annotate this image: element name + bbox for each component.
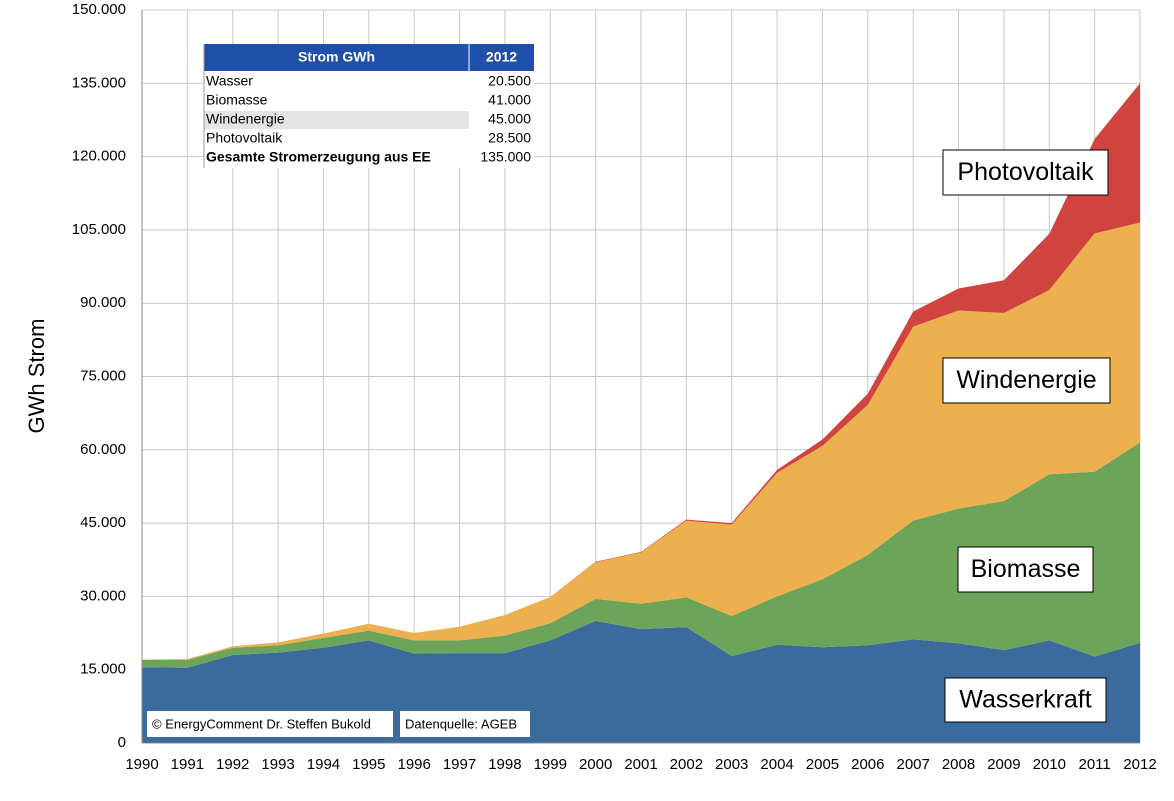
table-header-cell: Strom GWh — [298, 49, 375, 65]
x-tick-label: 2009 — [987, 756, 1020, 773]
table-cell: 45.000 — [488, 111, 531, 127]
x-tick-label: 1991 — [171, 756, 204, 773]
credit-box — [400, 711, 530, 737]
x-tick-label: 1999 — [534, 756, 567, 773]
x-tick-label: 2006 — [851, 756, 884, 773]
table-header-cell: 2012 — [486, 49, 517, 65]
x-tick-label: 2000 — [579, 756, 612, 773]
series-label-box — [957, 546, 1094, 593]
y-tick-label: 60.000 — [80, 441, 126, 458]
y-tick-label: 15.000 — [80, 661, 126, 678]
table-cell: Biomasse — [206, 92, 268, 108]
table-cell: 135.000 — [480, 149, 531, 165]
y-tick-label: 30.000 — [80, 587, 126, 604]
x-tick-label: 1990 — [125, 756, 158, 773]
y-tick-label: 0 — [118, 734, 126, 751]
x-tick-label: 1998 — [488, 756, 521, 773]
y-tick-label: 150.000 — [72, 1, 126, 18]
credit-text: © EnergyComment Dr. Steffen Bukold — [152, 716, 371, 731]
series-label: Windenergie — [956, 366, 1096, 394]
series-label-box — [942, 149, 1109, 196]
x-tick-label: 2003 — [715, 756, 748, 773]
x-tick-label: 2011 — [1079, 756, 1111, 773]
x-tick-label: 1995 — [352, 756, 385, 773]
y-tick-label: 90.000 — [80, 294, 126, 311]
credit-text: Datenquelle: AGEB — [405, 716, 517, 731]
series-label: Photovoltaik — [957, 158, 1094, 186]
table-header — [204, 44, 534, 71]
x-tick-label: 1996 — [397, 756, 430, 773]
x-tick-label: 2001 — [624, 756, 657, 773]
series-label: Biomasse — [971, 555, 1081, 583]
x-tick-label: 2008 — [942, 756, 975, 773]
x-tick-label: 2012 — [1123, 756, 1156, 773]
table-cell: 20.500 — [488, 73, 531, 89]
y-tick-label: 45.000 — [80, 514, 126, 531]
x-tick-label: 2005 — [806, 756, 839, 773]
x-tick-label: 1994 — [307, 756, 340, 773]
y-axis-title: GWh Strom — [24, 319, 49, 434]
table-row-highlight — [204, 111, 469, 129]
area — [142, 442, 1140, 668]
x-tick-label: 2007 — [896, 756, 929, 773]
x-tick-label: 2002 — [670, 756, 703, 773]
series-label-box — [942, 357, 1111, 404]
x-tick-label: 1993 — [261, 756, 294, 773]
x-tick-label: 1992 — [216, 756, 249, 773]
table-cell: 41.000 — [488, 92, 531, 108]
area — [142, 222, 1140, 660]
table-cell: Gesamte Stromerzeugung aus EE — [206, 149, 431, 165]
y-tick-label: 105.000 — [72, 221, 126, 238]
y-tick-label: 135.000 — [72, 74, 126, 91]
credit-box — [147, 711, 393, 737]
table-cell: Windenergie — [206, 111, 285, 127]
y-tick-label: 75.000 — [80, 367, 126, 384]
table-cell: Wasser — [206, 73, 253, 89]
series-label: Wasserkraft — [959, 686, 1091, 714]
table-cell: Photovoltaik — [206, 130, 283, 146]
x-tick-label: 1997 — [443, 756, 476, 773]
x-tick-label: 2010 — [1033, 756, 1066, 773]
y-tick-label: 120.000 — [72, 148, 126, 165]
series-label-box — [944, 677, 1107, 723]
table-cell: 28.500 — [488, 130, 531, 146]
x-tick-label: 2004 — [760, 756, 793, 773]
